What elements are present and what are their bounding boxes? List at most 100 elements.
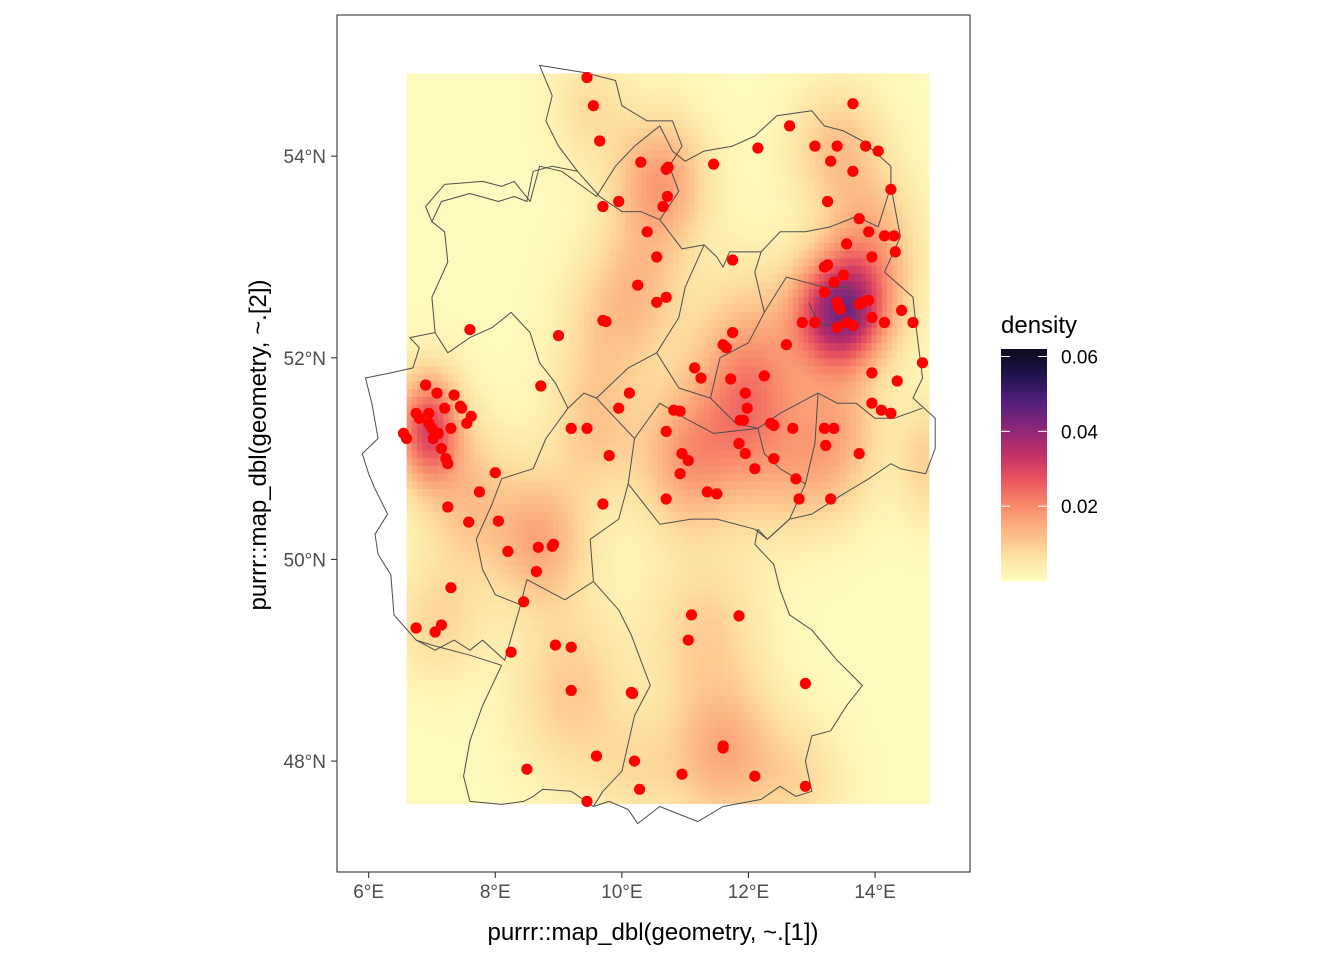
heat-cell — [908, 696, 914, 704]
heat-cell — [725, 435, 731, 443]
heat-cell — [751, 419, 757, 427]
heat-cell — [903, 780, 909, 788]
heat-cell — [485, 704, 491, 712]
heat-cell — [542, 634, 548, 642]
heat-cell — [626, 665, 632, 673]
heat-cell — [767, 742, 773, 750]
heat-cell — [819, 681, 825, 689]
heat-cell — [501, 780, 507, 788]
heat-cell — [490, 450, 496, 458]
heat-cell — [793, 711, 799, 719]
heat-cell — [699, 496, 705, 504]
heat-cell — [490, 458, 496, 466]
heat-cell — [595, 419, 601, 427]
heat-cell — [563, 550, 569, 558]
heat-cell — [830, 435, 836, 443]
heat-cell — [715, 642, 721, 650]
heat-cell — [887, 765, 893, 773]
heat-cell — [809, 588, 815, 596]
heat-cell — [563, 796, 569, 804]
heat-cell — [835, 604, 841, 612]
heat-cell — [824, 750, 830, 758]
heat-cell — [532, 757, 538, 765]
heat-cell — [877, 596, 883, 604]
heat-cell — [537, 419, 543, 427]
heat-cell — [464, 657, 470, 665]
heat-cell — [840, 527, 846, 535]
heat-cell — [626, 573, 632, 581]
heat-cell — [527, 665, 533, 673]
heat-cell — [892, 688, 898, 696]
heat-cell — [417, 511, 423, 519]
heat-cell — [924, 657, 930, 665]
heat-cell — [772, 750, 778, 758]
heat-cell — [746, 573, 752, 581]
heat-cell — [887, 558, 893, 566]
heat-cell — [464, 558, 470, 566]
heat-cell — [475, 681, 481, 689]
heat-cell — [616, 673, 622, 681]
heat-cell — [892, 642, 898, 650]
heat-cell — [631, 465, 637, 473]
heat-cell — [621, 581, 627, 589]
heat-cell — [715, 611, 721, 619]
heat-cell — [814, 604, 820, 612]
heat-cell — [788, 642, 794, 650]
heat-cell — [527, 642, 533, 650]
heat-cell — [851, 681, 857, 689]
heat-cell — [783, 619, 789, 627]
heat-cell — [757, 473, 763, 481]
heat-cell — [579, 673, 585, 681]
heat-cell — [595, 696, 601, 704]
heat-cell — [840, 496, 846, 504]
heat-cell — [600, 511, 606, 519]
heat-cell — [871, 565, 877, 573]
heat-cell — [542, 573, 548, 581]
heat-cell — [918, 627, 924, 635]
heat-cell — [715, 688, 721, 696]
heat-cell — [757, 581, 763, 589]
heat-cell — [616, 704, 622, 712]
heat-cell — [830, 788, 836, 796]
heat-cell — [856, 665, 862, 673]
heat-cell — [830, 665, 836, 673]
heat-cell — [428, 696, 434, 704]
heat-cell — [610, 604, 616, 612]
heat-cell — [584, 511, 590, 519]
heat-cell — [699, 696, 705, 704]
heat-cell — [788, 558, 794, 566]
heat-cell — [908, 596, 914, 604]
heat-cell — [647, 742, 653, 750]
heat-cell — [861, 596, 867, 604]
heat-cell — [548, 773, 554, 781]
heat-cell — [741, 481, 747, 489]
heat-cell — [433, 458, 439, 466]
heat-cell — [851, 435, 857, 443]
heat-cell — [798, 450, 804, 458]
heat-cell — [595, 688, 601, 696]
heat-cell — [475, 780, 481, 788]
heat-cell — [642, 765, 648, 773]
heat-cell — [715, 427, 721, 435]
heat-cell — [762, 681, 768, 689]
heat-cell — [720, 527, 726, 535]
heat-cell — [595, 604, 601, 612]
heat-cell — [584, 765, 590, 773]
heat-cell — [490, 550, 496, 558]
heat-cell — [522, 619, 528, 627]
heat-cell — [835, 627, 841, 635]
heat-cell — [443, 611, 449, 619]
heat-cell — [469, 450, 475, 458]
heat-cell — [490, 427, 496, 435]
heat-cell — [616, 473, 622, 481]
heat-cell — [652, 634, 658, 642]
heat-cell — [610, 734, 616, 742]
heat-cell — [616, 627, 622, 635]
heat-cell — [730, 604, 736, 612]
heat-cell — [636, 665, 642, 673]
heat-cell — [511, 788, 517, 796]
heat-cell — [527, 427, 533, 435]
heat-cell — [751, 473, 757, 481]
heat-cell — [527, 696, 533, 704]
heat-cell — [871, 696, 877, 704]
